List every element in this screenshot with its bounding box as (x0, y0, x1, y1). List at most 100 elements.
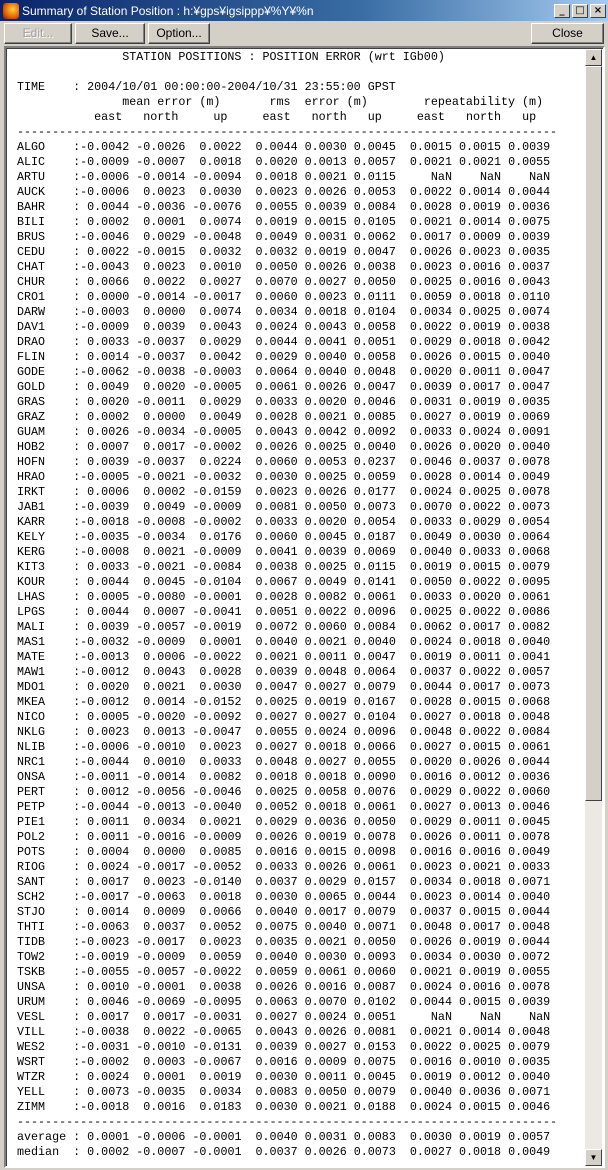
table-cell: 0.0078 (508, 455, 551, 469)
table-cell: 0.0025 (304, 470, 347, 484)
table-cell: 0.0016 (409, 1055, 452, 1069)
table-cell: 0.0054 (508, 515, 551, 529)
station-name: HOB2 (17, 440, 46, 454)
table-cell: 0.0078 (508, 830, 551, 844)
table-cell: -0.0001 (136, 980, 186, 994)
table-cell: 0.0061 (353, 590, 396, 604)
scroll-down-arrow-icon[interactable]: ▼ (585, 1149, 602, 1166)
table-cell: 0.0026 (409, 245, 452, 259)
table-cell: 0.0030 (409, 1130, 452, 1144)
report-text-area[interactable]: STATION POSITIONS : POSITION ERROR (wrt … (4, 46, 605, 1168)
table-row: SANT : 0.0017 0.0023 -0.0140 0.0037 0.00… (17, 875, 551, 889)
table-cell: 0.0035 (508, 245, 551, 259)
table-cell: 0.0014 (143, 695, 186, 709)
table-cell: 0.0002 (87, 215, 130, 229)
table-cell: -0.0005 (80, 470, 130, 484)
edit-button[interactable]: Edit... (4, 23, 72, 44)
table-cell: 0.0055 (255, 725, 298, 739)
table-cell: 0.0007 (87, 440, 130, 454)
table-cell: 0.0022 (87, 245, 130, 259)
option-button[interactable]: Option... (148, 23, 210, 44)
table-cell: 0.0084 (508, 725, 551, 739)
table-cell: -0.0035 (136, 1085, 186, 1099)
window-close-button[interactable]: × (590, 3, 606, 18)
table-cell: 0.0070 (409, 500, 452, 514)
table-cell: -0.0006 (136, 1130, 186, 1144)
table-cell: 0.0023 (304, 290, 347, 304)
divider: ----------------------------------------… (17, 125, 558, 139)
station-name: YELL (17, 1085, 46, 1099)
save-button[interactable]: Save... (75, 23, 145, 44)
table-cell: 0.0049 (409, 530, 452, 544)
scroll-up-arrow-icon[interactable]: ▲ (585, 49, 602, 66)
table-cell: -0.0012 (80, 665, 130, 679)
close-button[interactable]: Close (531, 23, 604, 44)
table-cell: 0.0083 (255, 1085, 298, 1099)
table-cell: 0.0020 (304, 515, 347, 529)
divider: ----------------------------------------… (17, 1115, 558, 1129)
table-cell: 0.0024 (409, 485, 452, 499)
table-cell: 0.0115 (353, 560, 396, 574)
table-cell: 0.0039 (87, 620, 130, 634)
table-cell: 0.0030 (255, 890, 298, 904)
table-row: GRAS : 0.0020 -0.0011 0.0029 0.0033 0.00… (17, 395, 551, 409)
table-cell: 0.0045 (353, 1070, 396, 1084)
table-cell: 0.0003 (143, 1055, 186, 1069)
station-name: KOUR (17, 575, 46, 589)
table-cell: 0.0057 (508, 665, 551, 679)
table-cell: 0.0018 (304, 305, 347, 319)
table-cell: -0.0092 (192, 710, 242, 724)
table-cell: 0.0030 (255, 1070, 298, 1084)
table-cell: 0.0025 (458, 1040, 502, 1054)
table-cell: 0.0040 (353, 440, 396, 454)
table-cell: 0.0020 (409, 755, 452, 769)
table-cell: 0.0042 (508, 335, 551, 349)
table-cell: 0.0044 (409, 680, 452, 694)
table-cell: 0.0073 (87, 1085, 130, 1099)
table-cell: NaN (430, 1010, 452, 1024)
table-cell: 0.0019 (304, 245, 347, 259)
table-cell: 0.0022 (458, 725, 502, 739)
table-cell: 0.0105 (353, 215, 396, 229)
station-name: CHAT (17, 260, 46, 274)
table-cell: -0.0042 (80, 140, 130, 154)
vertical-scrollbar[interactable]: ▲ ▼ (585, 49, 602, 1166)
table-cell: 0.0011 (458, 830, 502, 844)
table-cell: 0.0060 (508, 785, 551, 799)
maximize-button[interactable]: □ (572, 3, 588, 18)
table-cell: 0.0028 (409, 695, 452, 709)
minimize-button[interactable]: _ (554, 3, 570, 18)
table-cell: 0.0060 (255, 455, 298, 469)
station-name: NRC1 (17, 755, 46, 769)
table-row: MKEA :-0.0012 0.0014 -0.0152 0.0025 0.00… (17, 695, 551, 709)
table-cell: 0.0081 (353, 1025, 396, 1039)
table-cell: 0.0090 (353, 770, 396, 784)
table-cell: 0.0029 (143, 230, 186, 244)
table-cell: 0.0030 (199, 680, 242, 694)
table-row: TIDB :-0.0023 -0.0017 0.0023 0.0035 0.00… (17, 935, 551, 949)
table-cell: 0.0017 (143, 440, 186, 454)
table-cell: 0.0082 (304, 590, 347, 604)
table-cell: 0.0016 (458, 260, 502, 274)
table-cell: 0.0010 (199, 260, 242, 274)
table-cell: 0.0033 (255, 515, 298, 529)
table-row: LHAS : 0.0005 -0.0080 -0.0001 0.0028 0.0… (17, 590, 551, 604)
table-cell: 0.0026 (304, 185, 347, 199)
scrollbar-thumb[interactable] (585, 66, 602, 801)
table-cell: 0.0039 (409, 380, 452, 394)
table-cell: 0.0023 (143, 875, 186, 889)
station-name: LHAS (17, 590, 46, 604)
table-row: PETP :-0.0044 -0.0013 -0.0040 0.0052 0.0… (17, 800, 551, 814)
station-name: ZIMM (17, 1100, 46, 1114)
column-header: east (94, 110, 123, 124)
table-cell: 0.0017 (87, 875, 130, 889)
table-cell: 0.0016 (409, 770, 452, 784)
table-cell: 0.0033 (409, 425, 452, 439)
table-cell: 0.0014 (87, 350, 130, 364)
table-cell: -0.0048 (192, 230, 242, 244)
table-cell: 0.0104 (353, 305, 396, 319)
table-cell: 0.0049 (508, 470, 551, 484)
table-row: CHUR : 0.0066 0.0022 0.0027 0.0070 0.002… (17, 275, 551, 289)
table-cell: 0.0036 (458, 1085, 502, 1099)
table-cell: -0.0076 (192, 200, 242, 214)
